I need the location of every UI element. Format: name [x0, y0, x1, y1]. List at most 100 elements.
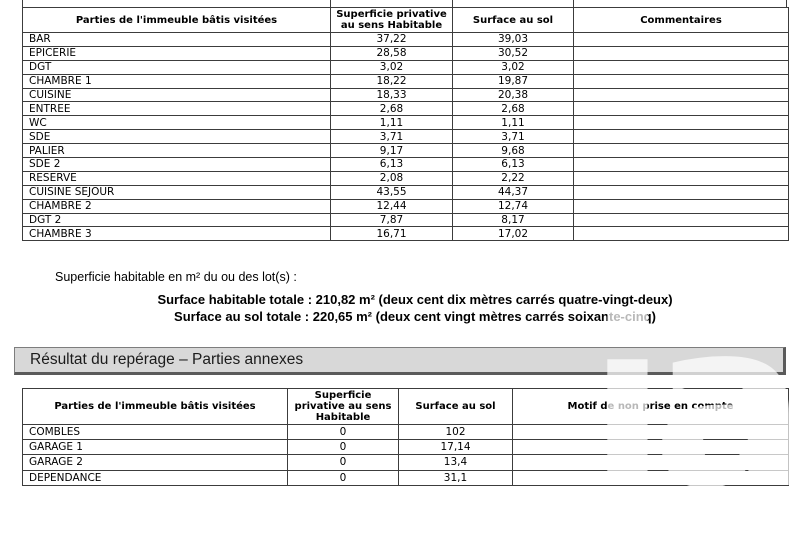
room-name-cell: CHAMBRE 3	[22, 226, 331, 242]
table-border-tick	[22, 0, 23, 8]
section-header-bar: Résultat du repérage – Parties annexes	[14, 347, 786, 375]
section-title: Résultat du repérage – Parties annexes	[30, 351, 304, 368]
value-cell: 6,13	[452, 157, 574, 172]
value-cell: 9,17	[330, 143, 453, 159]
value-cell: 17,02	[452, 226, 574, 242]
value-cell: 37,22	[330, 32, 453, 47]
value-cell: 12,74	[452, 198, 574, 214]
value-cell: 16,71	[330, 226, 453, 242]
room-name-cell: CHAMBRE 2	[22, 198, 331, 214]
room-name-cell: CHAMBRE 1	[22, 73, 331, 89]
value-cell: 17,14	[398, 439, 513, 456]
value-cell	[573, 143, 789, 159]
value-cell	[573, 45, 789, 61]
value-cell	[573, 157, 789, 172]
value-cell: 39,03	[452, 32, 574, 47]
value-cell	[573, 87, 789, 103]
value-cell: 3,02	[330, 59, 453, 75]
total-habitable-line: Surface habitable totale : 210,82 m² (de…	[157, 292, 673, 307]
value-cell	[573, 170, 789, 186]
table-row: CHAMBRE 1 18,22 19,87	[22, 73, 789, 89]
room-name-cell: GARAGE 1	[22, 439, 288, 456]
table-border-tick	[573, 0, 574, 8]
value-cell: 6,13	[330, 157, 453, 172]
value-cell: 3,71	[330, 129, 453, 145]
value-cell	[512, 454, 789, 471]
value-cell: 3,71	[452, 129, 574, 145]
room-name-cell: CUISINE	[22, 87, 331, 103]
totals-block: Surface habitable totale : 210,82 m² (de…	[30, 292, 800, 325]
room-name-cell: SDE	[22, 129, 331, 145]
column-header: Surface au sol	[452, 7, 574, 33]
table-row: CUISINE 18,33 20,38	[22, 87, 789, 103]
value-cell	[573, 198, 789, 214]
value-cell: 43,55	[330, 184, 453, 200]
value-cell: 2,22	[452, 170, 574, 186]
value-cell: 2,08	[330, 170, 453, 186]
room-name-cell: RESERVE	[22, 170, 331, 186]
table-row: ENTREE 2,68 2,68	[22, 101, 789, 117]
value-cell: 2,68	[330, 101, 453, 117]
column-header: Superficie privative au sens Habitable	[287, 388, 399, 425]
value-cell: 20,38	[452, 87, 574, 103]
table-border-tick	[330, 0, 331, 8]
value-cell: 18,22	[330, 73, 453, 89]
table-border-tick	[786, 0, 787, 8]
table-row: DEPENDANCE 0 31,1	[22, 469, 789, 486]
table-row: WC 1,11 1,11	[22, 115, 789, 131]
document-page: { "document": { "summary_intro": "Superf…	[14, 0, 800, 486]
table-row: GARAGE 1 0 17,14	[22, 439, 789, 456]
column-header: Parties de l'immeuble bâtis visitées	[22, 7, 331, 33]
value-cell	[573, 129, 789, 145]
value-cell	[573, 115, 789, 131]
room-name-cell: COMBLES	[22, 423, 288, 441]
table-row: PALIER 9,17 9,68	[22, 143, 789, 159]
value-cell: 1,11	[330, 115, 453, 131]
room-name-cell: GARAGE 2	[22, 454, 288, 471]
column-header: Superficie privative au sens Habitable	[330, 7, 453, 33]
column-header: Parties de l'immeuble bâtis visitées	[22, 388, 288, 425]
value-cell	[573, 59, 789, 75]
value-cell: 19,87	[452, 73, 574, 89]
value-cell: 0	[287, 439, 399, 456]
value-cell: 18,33	[330, 87, 453, 103]
value-cell	[573, 212, 789, 228]
room-name-cell: SDE 2	[22, 157, 331, 172]
value-cell	[512, 469, 789, 486]
value-cell: 1,11	[452, 115, 574, 131]
annexes-table: Parties de l'immeuble bâtis visitées Supe…	[22, 388, 789, 486]
table-row: RESERVE 2,08 2,22	[22, 170, 789, 186]
value-cell: 31,1	[398, 469, 513, 486]
value-cell: 30,52	[452, 45, 574, 61]
value-cell: 28,58	[330, 45, 453, 61]
value-cell: 13,4	[398, 454, 513, 471]
table-row: CHAMBRE 3 16,71 17,02	[22, 226, 789, 242]
room-name-cell: WC	[22, 115, 331, 131]
value-cell: 2,68	[452, 101, 574, 117]
surfaces-table: Parties de l'immeuble bâtis visitées Supe…	[22, 7, 789, 242]
value-cell	[573, 226, 789, 242]
value-cell: 102	[398, 423, 513, 441]
value-cell	[512, 423, 789, 441]
total-floor-line: Surface au sol totale : 220,65 m² (deux …	[174, 308, 656, 324]
table-row: BAR 37,22 39,03	[22, 32, 789, 47]
table-row: COMBLES 0 102	[22, 423, 789, 441]
value-cell: 0	[287, 423, 399, 441]
value-cell: 9,68	[452, 143, 574, 159]
room-name-cell: ENTREE	[22, 101, 331, 117]
table-row: SDE 2 6,13 6,13	[22, 157, 789, 172]
value-cell: 0	[287, 469, 399, 486]
room-name-cell: EPICERIE	[22, 45, 331, 61]
value-cell: 44,37	[452, 184, 574, 200]
value-cell: 7,87	[330, 212, 453, 228]
room-name-cell: BAR	[22, 32, 331, 47]
value-cell	[573, 184, 789, 200]
room-name-cell: DGT 2	[22, 212, 331, 228]
value-cell	[573, 32, 789, 47]
room-name-cell: DEPENDANCE	[22, 469, 288, 486]
value-cell	[573, 73, 789, 89]
table-row: CUISINE SEJOUR 43,55 44,37	[22, 184, 789, 200]
table-row: DGT 3,02 3,02	[22, 59, 789, 75]
value-cell: 3,02	[452, 59, 574, 75]
table-row: GARAGE 2 0 13,4	[22, 454, 789, 471]
